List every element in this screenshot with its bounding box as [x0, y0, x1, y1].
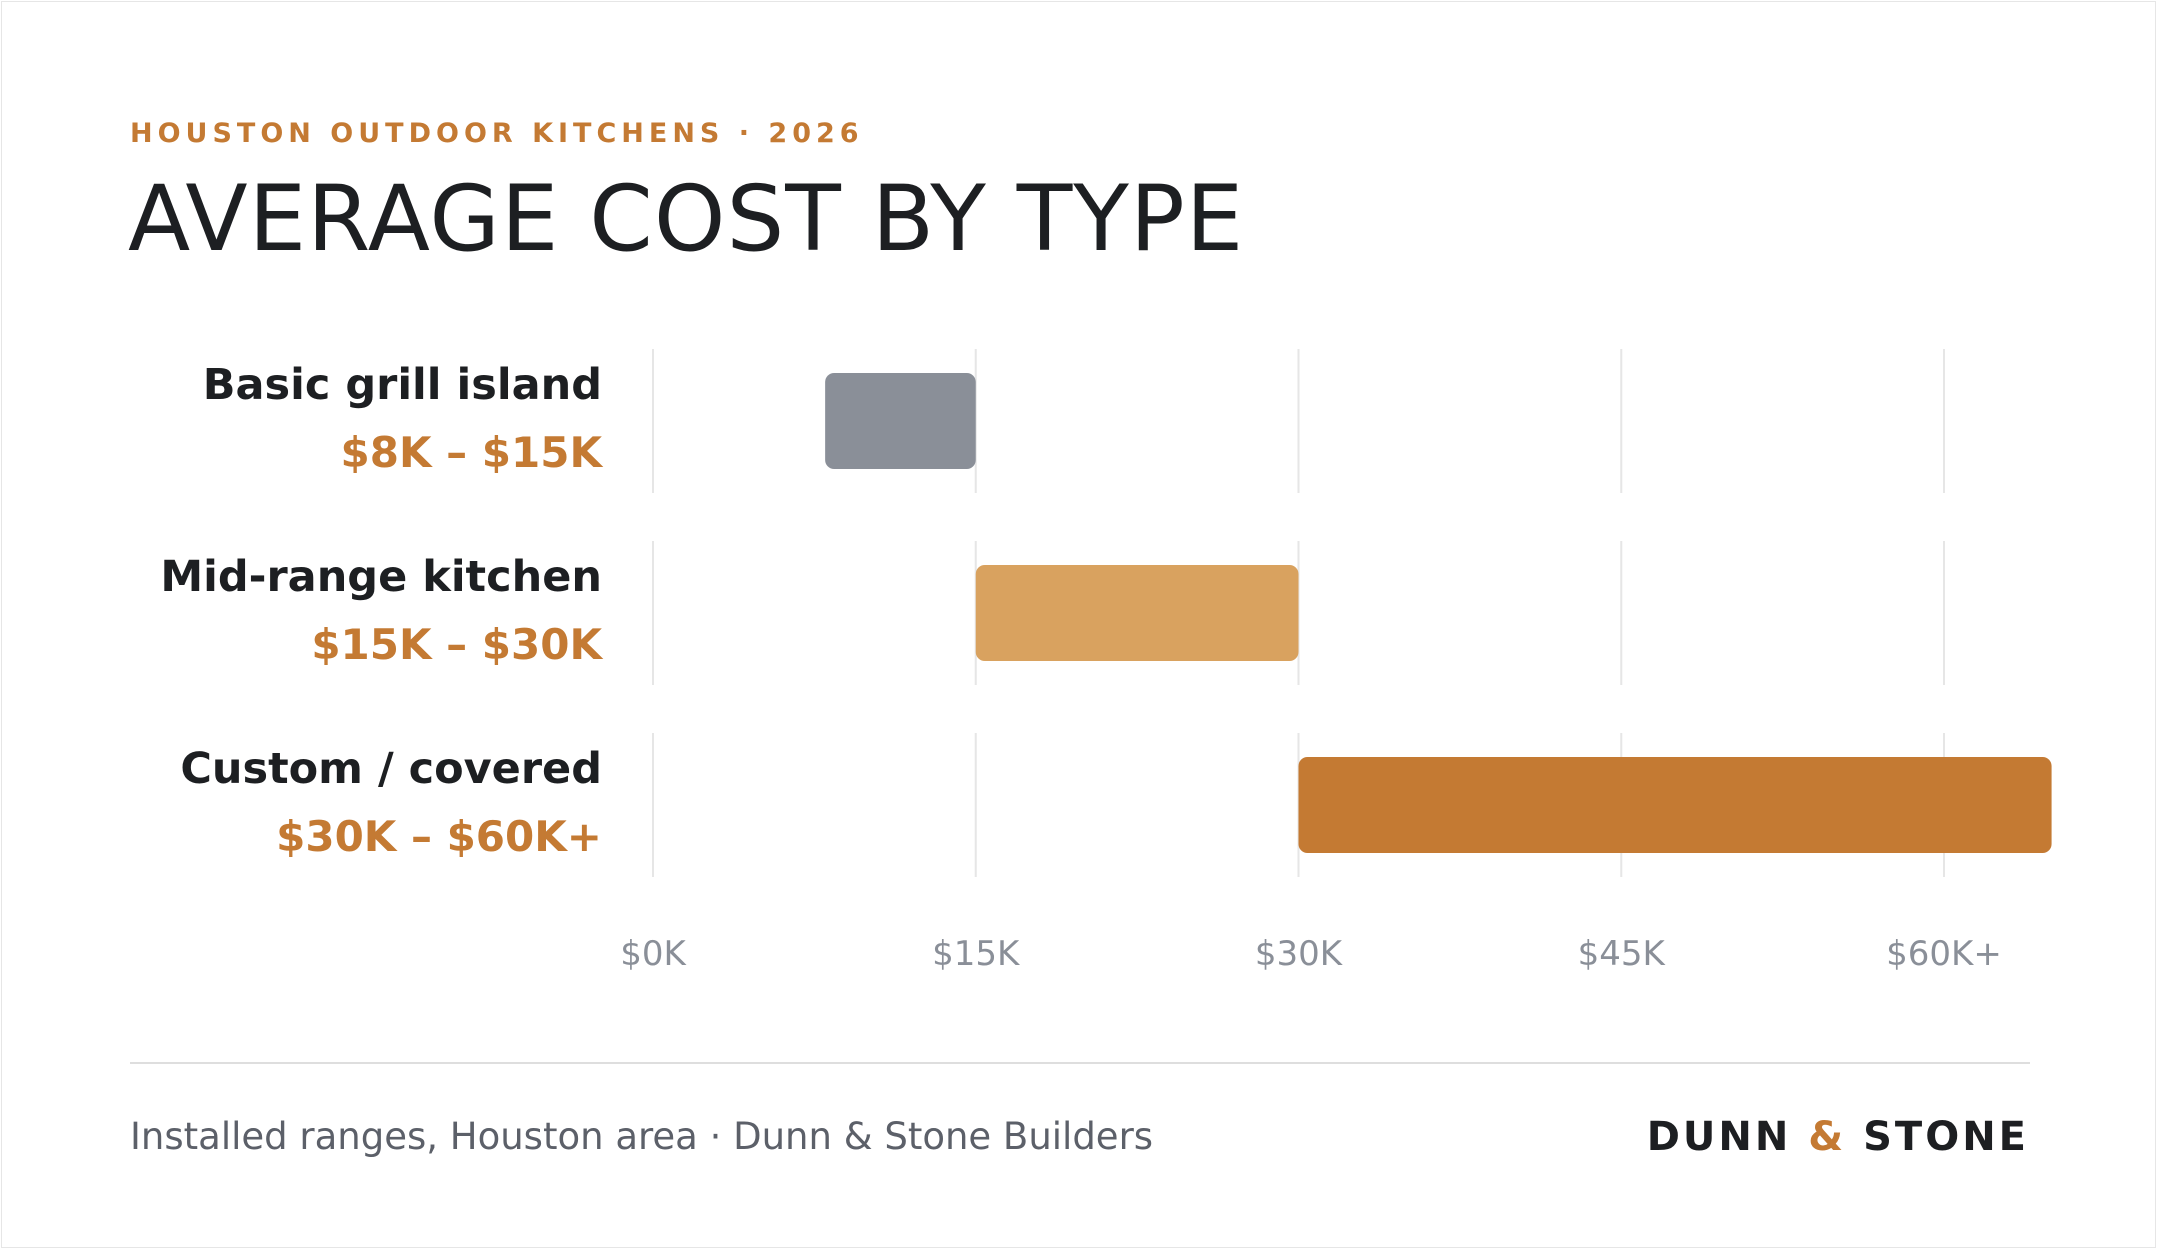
- bar-custom-covered: [1298, 757, 2052, 853]
- category-label-custom: Custom / covered: [180, 744, 602, 794]
- chart-title: AVERAGE COST BY TYPE: [128, 167, 1245, 272]
- x-tick-label-30: $30K: [1255, 934, 1344, 974]
- brand-ampersand: &: [1808, 1114, 1847, 1160]
- range-label-custom: $30K – $60K+: [276, 812, 602, 861]
- category-label-mid: Mid-range kitchen: [160, 552, 602, 602]
- bar-mid-range-kitchen: [975, 565, 1299, 661]
- footer-divider: [130, 1062, 2030, 1064]
- range-label-mid: $15K – $30K: [311, 620, 602, 669]
- brand-logo: DUNN & STONE: [1647, 1114, 2029, 1160]
- x-tick-label-15: $15K: [932, 934, 1021, 974]
- source-note: Installed ranges, Houston area · Dunn & …: [130, 1115, 1154, 1158]
- brand-dunn: DUNN: [1646, 1114, 1792, 1160]
- category-label-basic: Basic grill island: [202, 360, 602, 410]
- range-label-basic: $8K – $15K: [340, 428, 602, 477]
- brand-stone: STONE: [1863, 1114, 2029, 1160]
- x-tick-label-0: $0K: [620, 934, 687, 974]
- x-tick-label-60: $60K+: [1886, 934, 2002, 974]
- x-tick-label-45: $45K: [1578, 934, 1667, 974]
- bar-basic-grill-island: [825, 373, 976, 469]
- eyebrow-label: HOUSTON OUTDOOR KITCHENS · 2026: [130, 118, 864, 149]
